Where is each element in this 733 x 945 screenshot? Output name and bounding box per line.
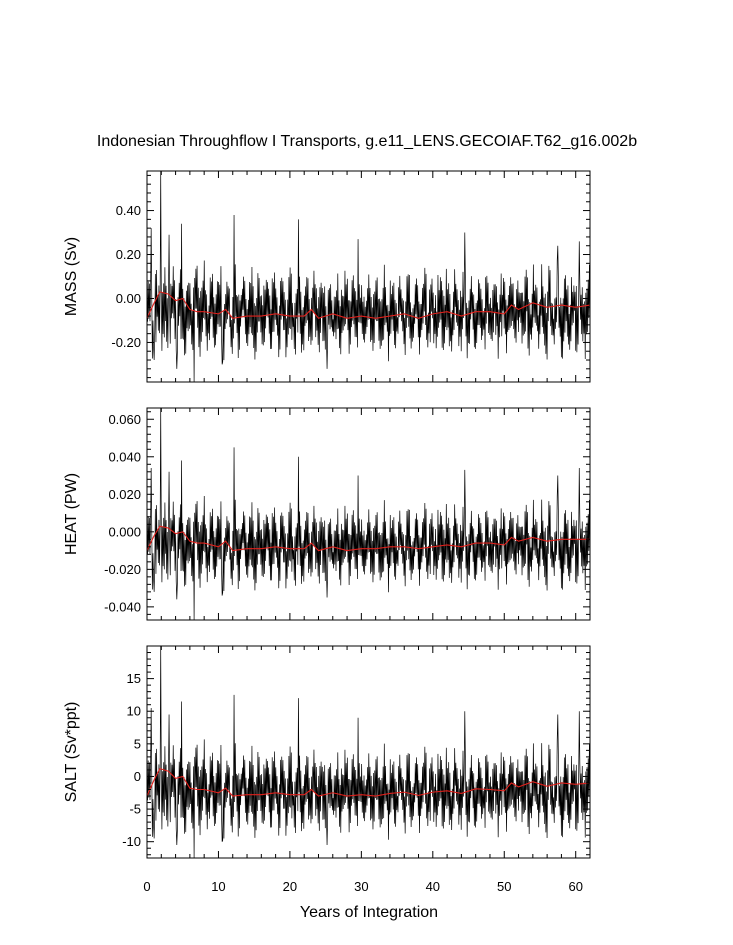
- heat-y-tick-label: 0.040: [108, 449, 141, 464]
- salt-y-tick-label: 15: [127, 671, 141, 686]
- chart-title: Indonesian Throughflow I Transports, g.e…: [97, 133, 637, 150]
- heat-smoothed-series-line: [146, 525, 590, 552]
- heat-plot-frame: [146, 407, 591, 621]
- mass-smoothed-series-line: [146, 291, 591, 319]
- mass-y-tick-label: 0.40: [116, 203, 141, 218]
- salt-smoothed-series-line: [146, 767, 591, 797]
- heat-panel: -0.040 -0.020 0.000 0.020 0.040 0.060 HEAT (PW…: [63, 407, 591, 621]
- salt-y-axis-label: SALT (Sv*ppt): [63, 702, 80, 803]
- mass-y-tick-label: 0.00: [116, 291, 141, 306]
- heat-y-tick-label: -0.020: [104, 562, 141, 577]
- x-tick-label: 40: [426, 879, 440, 894]
- mass-plot-frame: [146, 170, 591, 383]
- salt-monthly-series-line: [146, 645, 591, 859]
- salt-panel: -10 -5 0 5 10 15 SALT (Sv*ppt): [63, 645, 591, 859]
- mass-monthly-series-line: [146, 170, 591, 383]
- heat-y-tick-label: 0.020: [108, 487, 141, 502]
- x-tick-label: 10: [211, 879, 225, 894]
- heat-y-tick-label: 0.060: [108, 412, 141, 427]
- mass-y-tick-label: 0.20: [116, 247, 141, 262]
- x-tick-label: 0: [143, 879, 150, 894]
- x-axis-label: Years of Integration: [300, 904, 438, 921]
- x-axis-tick-labels: 0 10 20 30 40 50 60: [143, 879, 583, 894]
- mass-y-tick-label: -0.20: [111, 335, 141, 350]
- mass-panel: -0.20 0.00 0.20 0.40 MASS (Sv): [63, 170, 591, 383]
- heat-y-tick-label: 0.000: [108, 524, 141, 539]
- salt-y-tick-label: 0: [134, 769, 141, 784]
- salt-y-tick-label: 10: [127, 704, 141, 719]
- salt-y-tick-label: 5: [134, 736, 141, 751]
- salt-plot-frame: [146, 645, 591, 859]
- salt-y-tick-label: -10: [122, 834, 141, 849]
- x-tick-label: 30: [354, 879, 368, 894]
- heat-monthly-series-line: [146, 407, 591, 621]
- x-tick-label: 20: [283, 879, 297, 894]
- mass-y-axis-label: MASS (Sv): [63, 237, 80, 316]
- salt-y-tick-label: -5: [129, 802, 141, 817]
- x-tick-label: 50: [497, 879, 511, 894]
- heat-y-axis-label: HEAT (PW): [63, 473, 80, 555]
- heat-y-tick-label: -0.040: [104, 599, 141, 614]
- x-tick-label: 60: [568, 879, 582, 894]
